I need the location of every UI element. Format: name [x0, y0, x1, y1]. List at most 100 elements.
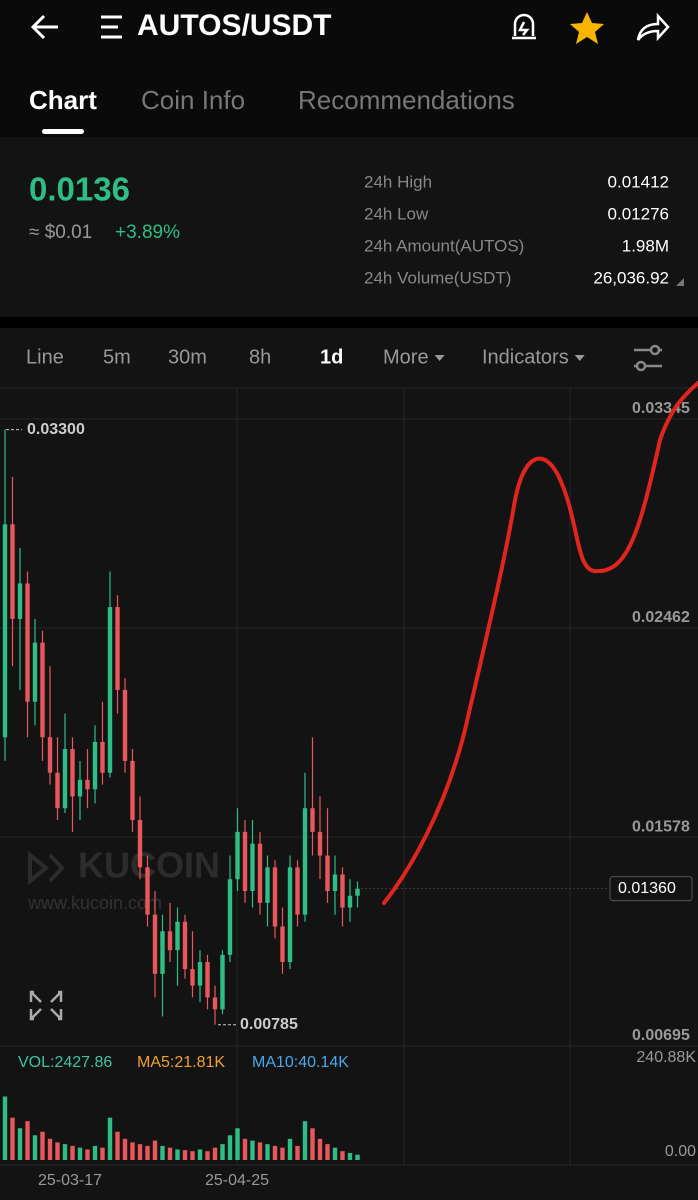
volume-legend: VOL:2427.86	[18, 1054, 112, 1071]
volume-bar	[70, 1145, 75, 1160]
candle-body	[115, 607, 120, 690]
candle-body	[310, 808, 315, 832]
y-tick-label: 0.00695	[632, 1027, 690, 1044]
x-tick-label: 25-04-25	[205, 1172, 269, 1189]
volume-bar	[265, 1144, 270, 1160]
last-price: 0.0136	[29, 171, 130, 208]
chart: 0.033450.024620.015780.006950.033000.007…	[0, 388, 698, 1189]
volume-bar	[182, 1150, 188, 1160]
settings-knob	[635, 360, 647, 372]
volume-bar	[40, 1131, 45, 1160]
volume-bar	[272, 1145, 278, 1160]
volume-bar	[205, 1151, 210, 1160]
tab[interactable]: Coin Info	[141, 85, 245, 115]
volume-bar	[92, 1145, 98, 1160]
volume-bar	[17, 1128, 23, 1160]
candle-body	[287, 867, 293, 963]
back-button[interactable]	[30, 14, 58, 40]
interval-button[interactable]: More	[383, 346, 429, 368]
ticker-panel	[0, 137, 698, 317]
candle-body	[47, 737, 53, 773]
separator	[0, 317, 698, 328]
volume-bar	[242, 1138, 248, 1160]
volume-bar	[250, 1140, 255, 1160]
volume-bar	[167, 1147, 173, 1160]
stat-value: 0.01276	[608, 204, 669, 223]
interval-button[interactable]: Indicators	[482, 346, 569, 368]
watermark-icon	[28, 850, 65, 886]
candle-body	[175, 921, 180, 951]
candle-body	[167, 931, 173, 951]
volume-bar	[302, 1121, 308, 1160]
volume-bar	[310, 1128, 315, 1160]
menu-icon[interactable]	[101, 15, 122, 39]
candle-body	[10, 524, 15, 619]
candle-body	[205, 962, 210, 998]
candle-body	[265, 867, 270, 903]
volume-bar	[2, 1096, 8, 1160]
last-price-label: 0.01360	[618, 880, 676, 897]
x-tick-label: 25-03-17	[38, 1172, 102, 1189]
share-icon[interactable]	[636, 12, 670, 42]
candle-body	[55, 772, 60, 809]
volume-bar	[115, 1131, 120, 1160]
favorite-icon[interactable]	[570, 12, 604, 44]
volume-bar	[100, 1147, 105, 1160]
candle-body	[257, 843, 263, 903]
alert-icon[interactable]	[512, 13, 536, 40]
stat-value: 1.98M	[622, 236, 669, 255]
candle-body	[295, 867, 300, 915]
candle-body	[317, 831, 323, 856]
volume-tick-label: 0.00	[665, 1143, 696, 1160]
candle-body	[160, 931, 165, 974]
candle-body	[62, 749, 68, 809]
interval-button[interactable]: 5m	[103, 346, 131, 368]
interval-button[interactable]: 1d	[320, 346, 343, 368]
candle-body	[355, 888, 360, 896]
stat-value: 26,036.92	[593, 268, 669, 287]
change: +3.89%	[115, 222, 180, 243]
pair-title: AUTOS/USDT	[137, 9, 331, 42]
candle-body	[235, 831, 240, 880]
candle-body	[17, 583, 23, 619]
volume-bar	[122, 1138, 128, 1160]
volume-bar	[287, 1138, 293, 1160]
interval-button[interactable]: 30m	[168, 346, 207, 368]
candle-body	[332, 874, 338, 892]
candle-body	[85, 779, 90, 790]
volume-bar	[47, 1138, 53, 1160]
tab[interactable]: Recommendations	[298, 85, 515, 115]
y-tick-label: 0.02462	[632, 609, 690, 626]
candle-body	[92, 741, 98, 790]
volume-bar	[152, 1140, 158, 1160]
interval-button[interactable]: 8h	[249, 346, 271, 368]
volume-bar	[212, 1147, 218, 1160]
volume-bar	[220, 1144, 225, 1160]
candle-body	[122, 689, 128, 761]
volume-bar	[10, 1117, 15, 1160]
candle-body	[340, 874, 345, 908]
volume-bar	[197, 1149, 203, 1160]
tab[interactable]: Chart	[29, 85, 97, 115]
candle-body	[325, 855, 330, 892]
fullscreen-icon[interactable]	[29, 990, 63, 1021]
candle-body	[40, 642, 45, 738]
candle-body	[250, 843, 255, 892]
volume-bar	[347, 1152, 353, 1160]
volume-bar	[190, 1151, 195, 1160]
volume-bar	[280, 1147, 285, 1160]
volume-bar	[295, 1145, 300, 1160]
dropdown-arrow	[574, 355, 585, 361]
candle-body	[25, 583, 30, 702]
candle-body	[152, 914, 158, 974]
hand-drawn-annotation	[382, 381, 698, 905]
volume-bar	[107, 1117, 113, 1160]
candle-body	[347, 895, 353, 908]
dropdown-arrow	[434, 355, 445, 361]
candle-body	[182, 921, 188, 970]
candle-body	[227, 879, 233, 955]
interval-button[interactable]: Line	[26, 346, 64, 368]
volume-bar	[340, 1151, 345, 1160]
candle-body	[197, 962, 203, 986]
